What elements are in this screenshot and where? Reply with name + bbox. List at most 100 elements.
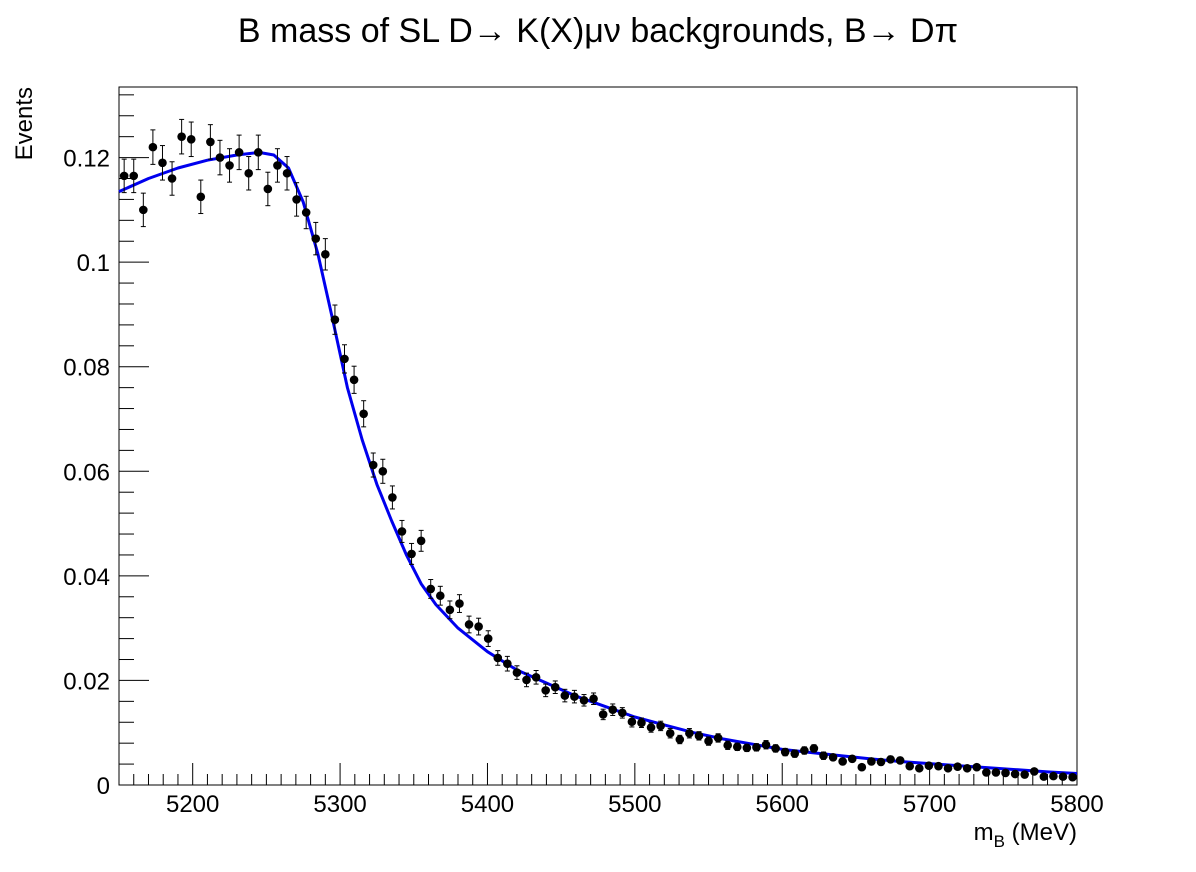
data-point: [962, 763, 972, 773]
data-point: [685, 728, 694, 739]
x-tick-label: 5200: [166, 791, 219, 818]
data-point: [292, 182, 301, 217]
data-point: [771, 744, 780, 753]
data-marker: [541, 686, 550, 695]
y-axis-tick-labels: 0 0.02 0.04 0.06 0.08 0.1 0.12: [63, 146, 110, 800]
data-point: [349, 365, 359, 394]
data-marker: [234, 148, 244, 157]
fit-curve-group: [118, 150, 1078, 775]
data-marker: [493, 653, 503, 663]
data-marker: [905, 761, 915, 771]
data-marker: [790, 749, 800, 758]
data-point: [139, 192, 148, 228]
data-marker: [675, 735, 685, 744]
x-axis-label-unit: (MeV): [1005, 819, 1077, 846]
data-point: [464, 615, 474, 634]
x-axis-ticks: [118, 763, 1078, 785]
data-marker: [129, 171, 139, 181]
data-marker: [368, 460, 378, 470]
data-marker: [474, 622, 483, 631]
data-point: [914, 763, 924, 773]
data-marker: [752, 743, 761, 752]
data-point: [407, 542, 416, 565]
data-point: [579, 694, 589, 707]
data-point: [234, 134, 244, 171]
data-point: [1029, 767, 1039, 776]
data-marker: [991, 768, 1001, 777]
data-point: [618, 707, 627, 719]
data-marker: [924, 761, 934, 770]
data-point: [886, 755, 895, 764]
data-point: [253, 134, 263, 171]
data-marker: [119, 171, 129, 181]
x-tick-label: 5400: [461, 791, 514, 818]
data-point: [321, 238, 330, 271]
data-point: [397, 519, 407, 543]
data-marker: [321, 250, 330, 259]
data-point: [1049, 771, 1058, 781]
data-marker: [522, 675, 531, 685]
data-point: [378, 458, 388, 484]
data-point: [790, 749, 800, 758]
y-tick-label: 0.02: [63, 668, 110, 695]
data-point: [522, 672, 531, 688]
data-point: [330, 304, 340, 335]
data-marker: [637, 718, 646, 728]
data-point: [388, 485, 397, 510]
data-marker: [914, 763, 924, 773]
data-marker: [139, 205, 148, 215]
data-point: [493, 650, 503, 666]
data-marker: [378, 466, 388, 476]
data-point: [158, 145, 167, 181]
data-marker: [148, 142, 158, 152]
data-point: [340, 344, 349, 374]
data-marker: [867, 757, 876, 766]
data-marker: [177, 132, 186, 141]
data-marker: [340, 354, 349, 364]
data-point: [570, 689, 579, 704]
data-marker: [570, 692, 579, 701]
data-marker: [943, 763, 953, 773]
data-point: [177, 118, 186, 155]
data-marker: [1058, 772, 1068, 781]
data-point: [867, 757, 876, 766]
data-marker: [761, 740, 771, 750]
x-tick-label: 5300: [313, 791, 366, 818]
data-point: [1020, 770, 1029, 779]
data-point: [206, 124, 215, 160]
fit-curve: [118, 150, 1078, 775]
data-marker: [819, 751, 828, 761]
data-marker: [847, 754, 857, 764]
data-point: [119, 158, 129, 194]
x-axis-label: mB (MeV): [974, 819, 1077, 851]
data-marker: [1068, 772, 1077, 782]
data-marker: [416, 536, 426, 546]
x-axis-label-main: m: [974, 819, 994, 846]
data-marker: [206, 137, 215, 147]
data-marker: [512, 668, 522, 677]
data-marker: [953, 762, 962, 772]
plot-frame: [118, 86, 1078, 786]
data-point: [435, 585, 445, 606]
data-point: [665, 728, 675, 739]
data-point: [167, 161, 177, 196]
data-point: [455, 594, 464, 613]
data-marker: [388, 493, 397, 502]
data-marker: [627, 717, 637, 727]
data-marker: [330, 315, 340, 324]
data-marker: [215, 153, 225, 162]
data-marker: [723, 740, 732, 750]
data-marker: [158, 158, 167, 168]
data-point: [972, 762, 982, 772]
data-marker: [1039, 772, 1049, 781]
y-axis-label: Events: [11, 87, 38, 160]
data-marker: [828, 752, 838, 762]
data-point: [838, 757, 847, 766]
data-point: [819, 751, 828, 761]
data-point: [311, 221, 321, 256]
data-marker: [934, 761, 943, 771]
data-point: [876, 757, 886, 767]
y-tick-label: 0.1: [77, 250, 110, 277]
data-point: [426, 579, 436, 599]
data-point: [924, 761, 934, 770]
